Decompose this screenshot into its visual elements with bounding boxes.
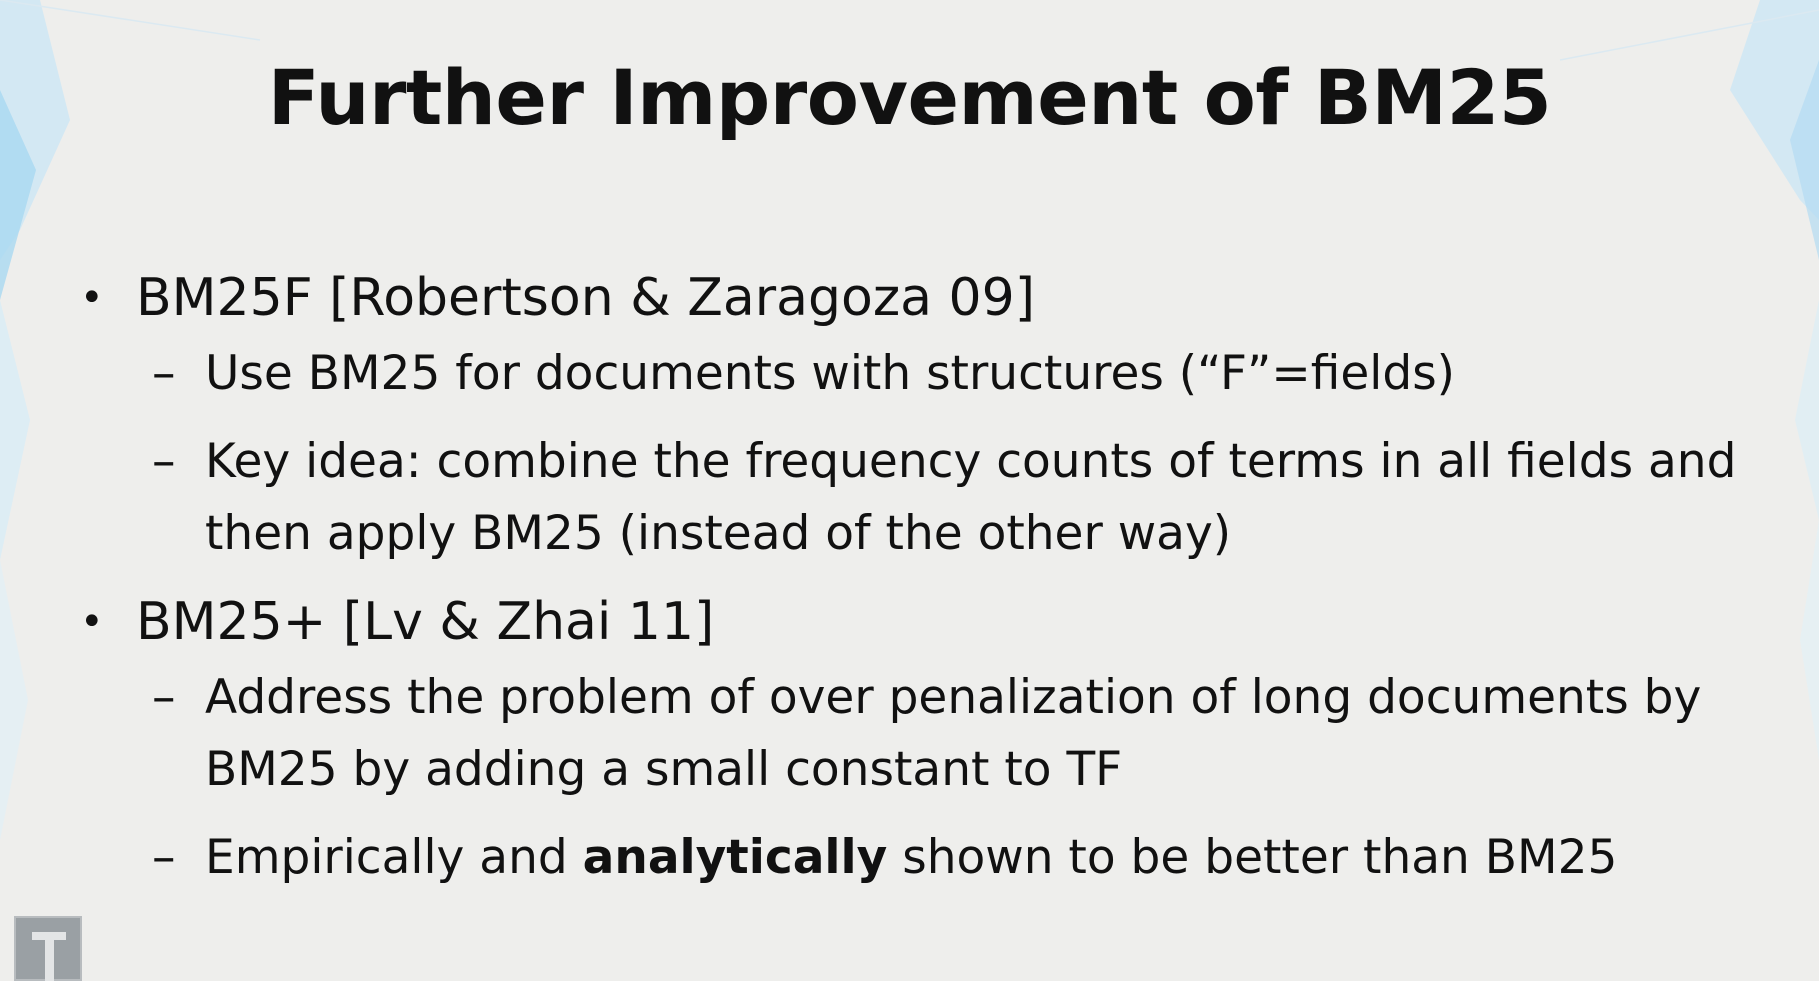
bullet-text: BM25+ [Lv & Zhai 11]	[136, 592, 715, 652]
bullet-bm25f: • BM25F [Robertson & Zaragoza 09] – Use …	[78, 262, 1778, 570]
text-segment: Empirically and	[205, 830, 583, 885]
bullet-marker: •	[80, 599, 104, 645]
slide-title: Further Improvement of BM25	[267, 53, 1552, 142]
bullet-bm25plus: • BM25+ [Lv & Zhai 11] – Address the pro…	[78, 586, 1778, 894]
bullet-list: • BM25F [Robertson & Zaragoza 09] – Use …	[78, 262, 1778, 910]
sub-bullet: – Empirically and analytically shown to …	[78, 822, 1778, 894]
sub-bullet-text: Empirically and analytically shown to be…	[205, 830, 1617, 885]
thumbnail-logo-icon	[14, 916, 82, 981]
text-segment: shown to be better than BM25	[887, 830, 1618, 885]
sub-list: – Address the problem of over penalizati…	[136, 662, 1778, 894]
sub-bullet: – Address the problem of over penalizati…	[78, 662, 1778, 806]
sub-list: – Use BM25 for documents with structures…	[136, 338, 1778, 570]
bullet-text: BM25F [Robertson & Zaragoza 09]	[136, 268, 1035, 328]
sub-bullet-text: Address the problem of over penalization…	[205, 670, 1702, 797]
bullet-marker: •	[80, 275, 104, 321]
logo-stem	[45, 932, 54, 981]
dash-marker: –	[152, 670, 176, 725]
sub-bullet-text: Key idea: combine the frequency counts o…	[205, 434, 1737, 561]
sub-bullet-text: Use BM25 for documents with structures (…	[205, 346, 1456, 401]
sub-bullet: – Key idea: combine the frequency counts…	[78, 426, 1778, 570]
bold-text-segment: analytically	[582, 830, 888, 885]
sub-bullet: – Use BM25 for documents with structures…	[78, 338, 1778, 410]
dash-marker: –	[152, 346, 176, 401]
dash-marker: –	[152, 830, 176, 885]
dash-marker: –	[152, 434, 176, 489]
